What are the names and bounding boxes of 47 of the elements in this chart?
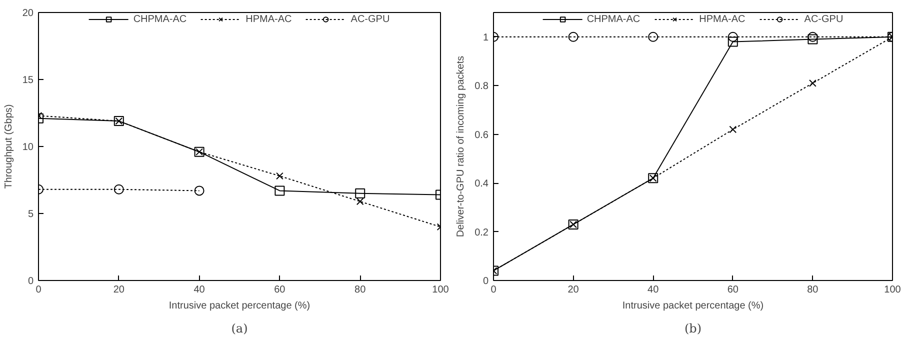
y-axis-title: Deliver-to-GPU ratio of incoming packets [456, 56, 467, 238]
y-tick-label: 10 [22, 142, 34, 153]
x-tick-label: 60 [727, 284, 739, 296]
x-tick-label: 40 [194, 284, 206, 296]
point [809, 79, 816, 87]
y-tick-label: 20 [22, 8, 34, 19]
x-tick-label: 20 [113, 284, 125, 296]
point [194, 186, 204, 196]
legend-label: AC-GPU [350, 13, 390, 25]
y-tick-label: 5 [28, 209, 34, 220]
point [728, 32, 738, 42]
point [114, 184, 124, 194]
legend-label: CHPMA-AC [586, 13, 640, 25]
x-axis-title: Intrusive packet percentage (%) [622, 300, 764, 312]
x-tick-label: 80 [807, 284, 819, 296]
legend-label: HPMA-AC [699, 13, 746, 25]
point [808, 32, 818, 42]
point [355, 188, 366, 198]
legend-label: HPMA-AC [246, 13, 292, 25]
x-axis-title: Intrusive packet percentage (%) [168, 300, 310, 312]
y-tick-label: 0.2 [474, 227, 489, 238]
point [568, 32, 578, 42]
y-tick-label: 0.8 [474, 81, 489, 92]
text: (a) [231, 322, 248, 336]
legend-label: AC-GPU [804, 13, 844, 25]
x-tick-label: 0 [490, 284, 497, 296]
x-tick-label: 100 [884, 284, 902, 296]
x-tick-label: 80 [354, 284, 366, 296]
point [356, 198, 364, 206]
x-tick-label: 60 [274, 284, 286, 296]
y-tick-label: 0.4 [474, 178, 489, 190]
text: (b) [684, 322, 702, 336]
legend-label: CHPMA-AC [133, 13, 187, 25]
y-tick-label: 15 [22, 75, 34, 86]
y-tick-label: 0 [28, 276, 34, 287]
x-tick-label: 40 [648, 284, 660, 296]
y-tick-label: 0.6 [474, 130, 489, 141]
point [274, 186, 285, 196]
y-tick-label: 1 [482, 32, 489, 44]
point [276, 172, 284, 180]
x-tick-label: 100 [432, 284, 450, 296]
y-tick-label: 0 [482, 276, 489, 287]
point [729, 126, 737, 134]
x-tick-label: 0 [36, 284, 42, 296]
y-axis-title: Throughput (Gbps) [3, 104, 14, 189]
x-tick-label: 20 [568, 284, 580, 296]
point [648, 32, 658, 42]
